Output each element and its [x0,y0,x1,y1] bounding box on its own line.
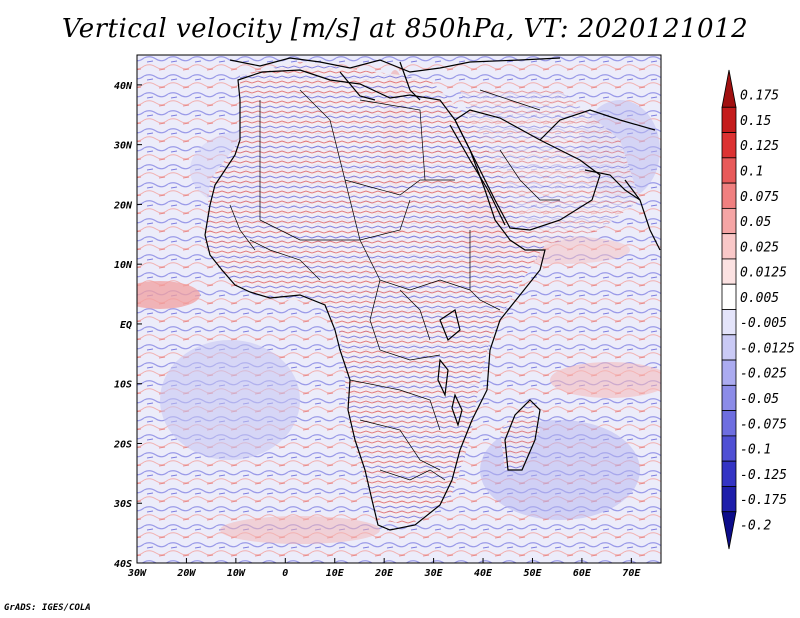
colorbar-swatch [721,511,737,550]
colorbar-label: -0.075 [740,417,787,432]
grads-credit: GrADS: IGES/COLA [4,603,91,613]
colorbar-swatch [721,233,737,260]
lat-tick-label: 40S [114,559,132,570]
colorbar-swatch [721,69,737,108]
colorbar-label: 0.125 [740,139,779,154]
lon-tick-label: 30E [424,568,444,579]
colorbar-swatch [721,359,737,386]
lat-tick-label: 20N [113,200,133,211]
map-title: Vertical velocity [m/s] at 850hPa, VT: 2… [61,14,749,44]
colorbar-swatch [721,410,737,437]
lat-tick-label: 10S [114,380,132,391]
lat-tick-label: 30S [113,499,132,510]
colorbar-label: -0.2 [740,518,771,533]
lat-tick-label: 40N [114,81,133,92]
lat-tick-label: 20S [113,439,132,450]
colorbar-swatch [721,258,737,285]
latitude-axis: 40N 30N 20N 10N EQ 10S 20S 30S 40S [113,81,142,570]
lat-tick-label: 10N [114,260,133,271]
colorbar-label: -0.175 [740,493,787,508]
colorbar-swatch [721,207,737,235]
vertical-velocity-field [137,55,661,563]
lon-tick-label: 40E [474,568,493,579]
colorbar-swatch [721,309,737,336]
colorbar-swatch [721,435,737,462]
lon-tick-label: 60E [573,568,592,579]
lon-tick-label: 10E [326,568,345,579]
colorbar-swatch [721,157,737,184]
lon-tick-label: 70E [622,568,641,579]
colorbar-label: 0.005 [740,291,779,306]
lon-tick-label: 50E [523,568,542,579]
colorbar-label: 0.175 [740,89,779,104]
colorbar-swatch [721,460,737,487]
lon-tick-label: 0 [282,568,288,579]
colorbar-swatch [721,384,737,412]
lon-tick-label: 20W [176,568,196,579]
colorbar-swatch [721,486,737,513]
colorbar-label: -0.0125 [740,341,795,356]
plot-frame [136,54,662,564]
colorbar-swatch [721,132,737,159]
colorbar: 0.175 0.15 0.125 0.1 0.075 0.05 0.025 0.0125 0.0… [721,69,795,550]
lat-tick-label: 30N [113,141,133,152]
lon-tick-label: 30W [127,568,147,579]
colorbar-label: -0.05 [740,392,779,407]
longitude-axis: 30W 20W 10W 0 10E 20E 30E 40E 50E 60E 70E [127,558,641,579]
colorbar-label: -0.005 [740,316,787,331]
colorbar-swatch [721,334,737,361]
colorbar-label: -0.025 [740,367,787,382]
colorbar-label: 0.0125 [740,266,787,281]
colorbar-label: -0.1 [740,443,771,458]
lon-tick-label: 20E [374,568,394,579]
coastlines [204,57,661,531]
colorbar-swatch [721,106,737,133]
colorbar-label: 0.1 [740,164,763,179]
country-borders [229,89,560,481]
colorbar-label: 0.15 [740,114,771,129]
lat-tick-label: EQ [120,320,132,331]
colorbar-swatch [721,182,737,209]
colorbar-label: -0.125 [740,468,787,483]
lon-tick-label: 10W [227,568,246,579]
colorbar-label: 0.025 [740,240,779,255]
colorbar-label: 0.075 [740,190,779,205]
colorbar-swatch [721,283,737,310]
colorbar-label: 0.05 [740,215,771,230]
